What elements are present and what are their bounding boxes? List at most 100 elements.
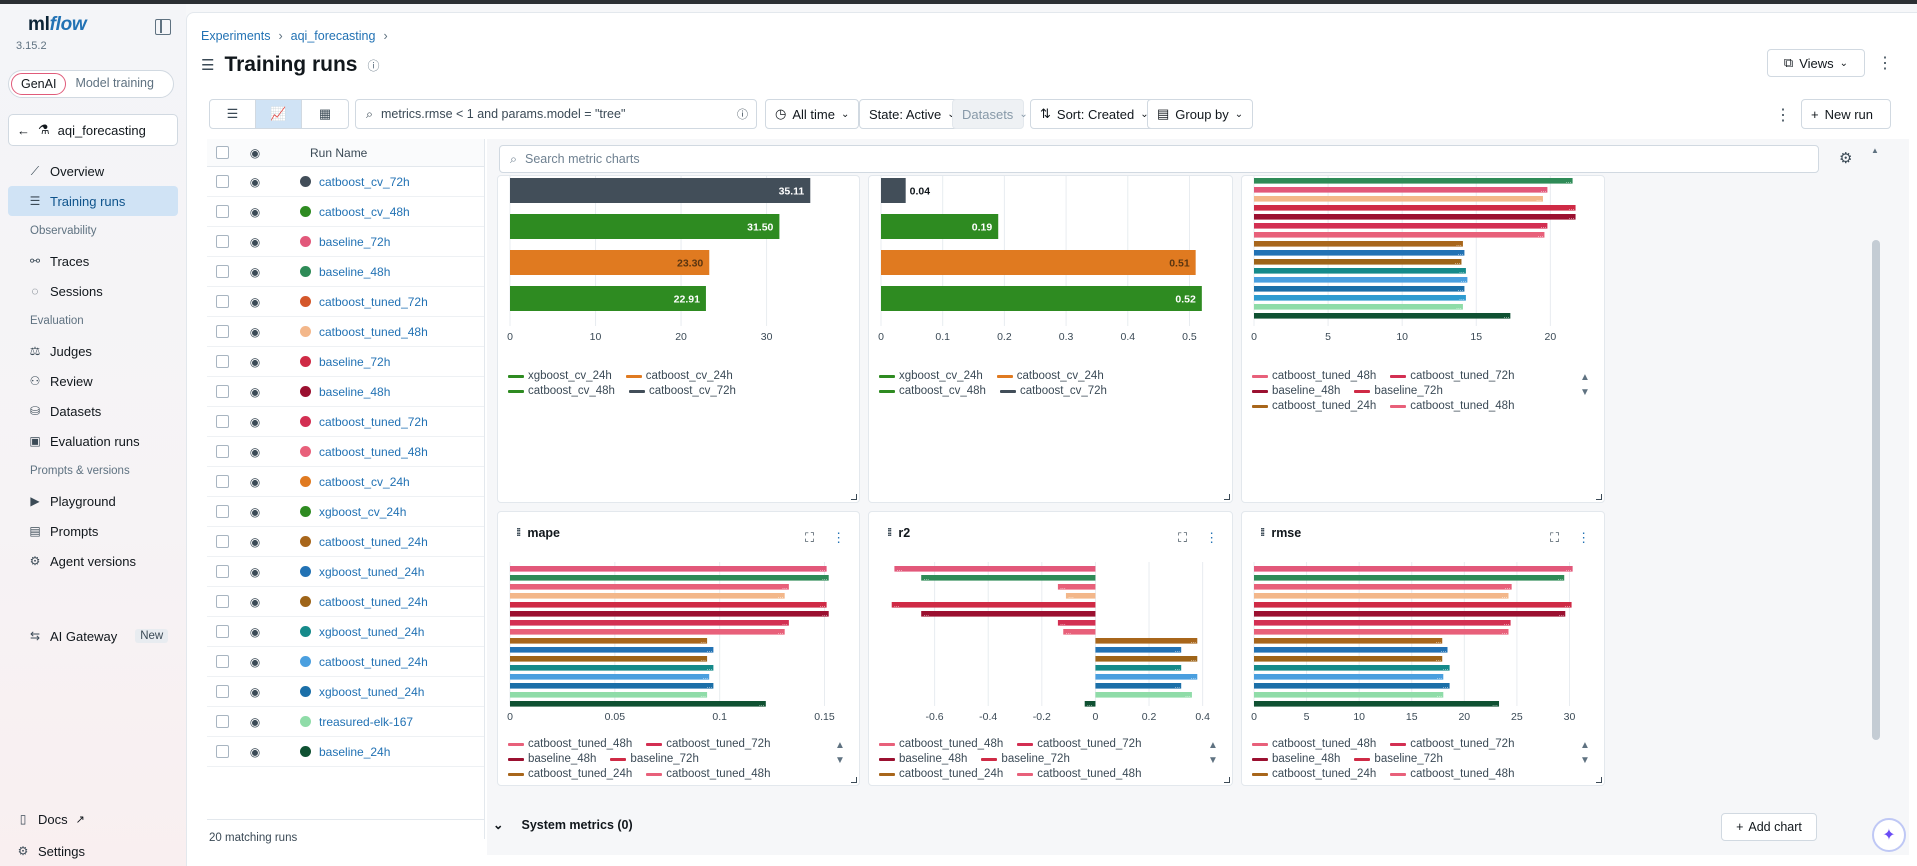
legend-item[interactable]: baseline_48h: [879, 753, 967, 765]
run-name-link[interactable]: catboost_cv_24h: [319, 474, 410, 489]
table-view-button[interactable]: ☰: [210, 100, 256, 128]
bar[interactable]: [1254, 575, 1565, 581]
drag-handle-icon[interactable]: ⁞⁞: [887, 527, 893, 539]
table-row[interactable]: ◉ xgboost_tuned_24h: [207, 557, 484, 587]
info-icon[interactable]: ⓘ: [737, 109, 748, 121]
bar[interactable]: [1254, 593, 1509, 599]
system-metrics-section[interactable]: ⌄ System metrics (0): [493, 817, 633, 833]
run-name-column-header[interactable]: Run Name: [310, 145, 368, 160]
eye-icon[interactable]: ◉: [249, 354, 261, 369]
bar[interactable]: [1254, 295, 1466, 301]
table-row[interactable]: ◉ baseline_24h: [207, 737, 484, 767]
eye-icon[interactable]: ◉: [249, 504, 261, 519]
bar[interactable]: [1095, 656, 1198, 662]
bar[interactable]: [1254, 259, 1462, 265]
bar[interactable]: [1084, 701, 1096, 707]
bar[interactable]: [510, 584, 789, 590]
bar[interactable]: [510, 674, 710, 680]
chart-kebab-menu-icon[interactable]: ⋮: [832, 530, 846, 545]
row-checkbox[interactable]: [216, 175, 229, 188]
bar[interactable]: [1254, 196, 1543, 202]
eye-icon[interactable]: ◉: [249, 474, 261, 489]
artifact-view-button[interactable]: ▦: [318, 106, 332, 121]
row-checkbox[interactable]: [216, 325, 229, 338]
run-name-link[interactable]: xgboost_cv_24h: [319, 504, 407, 519]
run-color-dot[interactable]: [300, 716, 311, 727]
bar[interactable]: [1065, 593, 1096, 599]
breadcrumb-experiments-link[interactable]: Experiments: [201, 29, 271, 43]
bar[interactable]: [1254, 241, 1463, 247]
run-color-dot[interactable]: [300, 536, 311, 547]
run-color-dot[interactable]: [300, 746, 311, 757]
resize-handle-icon[interactable]: [1596, 494, 1602, 500]
chevron-down-icon[interactable]: ⌄: [493, 818, 504, 832]
eye-icon[interactable]: ◉: [249, 414, 261, 429]
row-checkbox[interactable]: [216, 295, 229, 308]
table-row[interactable]: ◉ catboost_tuned_72h: [207, 407, 484, 437]
bar[interactable]: [881, 286, 1202, 311]
bar[interactable]: [510, 178, 811, 203]
eye-icon[interactable]: ◉: [249, 744, 261, 759]
run-color-dot[interactable]: [300, 206, 311, 217]
bar[interactable]: [510, 602, 827, 608]
legend-item[interactable]: catboost_tuned_24h: [1252, 768, 1376, 780]
bar[interactable]: [1254, 223, 1548, 229]
run-color-dot[interactable]: [300, 596, 311, 607]
bar[interactable]: [1254, 701, 1500, 707]
legend-item[interactable]: baseline_72h: [610, 753, 699, 765]
new-run-button[interactable]: + New run: [1801, 99, 1891, 129]
legend-item[interactable]: catboost_tuned_48h: [879, 738, 1003, 750]
sidebar-collapse-icon[interactable]: [155, 19, 171, 35]
row-checkbox[interactable]: [216, 535, 229, 548]
group-by-dropdown[interactable]: ▤ Group by ⌄: [1147, 99, 1254, 129]
legend-item[interactable]: catboost_tuned_48h: [646, 768, 770, 780]
legend-item[interactable]: catboost_tuned_24h: [1252, 400, 1376, 412]
run-color-dot[interactable]: [300, 356, 311, 367]
list-icon[interactable]: ☰: [201, 57, 215, 74]
legend-item[interactable]: catboost_tuned_24h: [879, 768, 1003, 780]
run-color-dot[interactable]: [300, 266, 311, 277]
bar[interactable]: [1254, 692, 1444, 698]
row-checkbox[interactable]: [216, 355, 229, 368]
bar[interactable]: [510, 250, 710, 275]
legend-down-icon[interactable]: ▼: [1208, 755, 1218, 766]
chart-kebab-menu-icon[interactable]: ⋮: [1577, 530, 1591, 545]
eye-icon[interactable]: ◉: [249, 624, 261, 639]
run-color-dot[interactable]: [300, 296, 311, 307]
run-color-dot[interactable]: [300, 476, 311, 487]
legend-up-icon[interactable]: ▲: [1580, 740, 1590, 751]
run-color-dot[interactable]: [300, 176, 311, 187]
bar[interactable]: [1254, 629, 1509, 635]
eye-icon[interactable]: ◉: [249, 234, 261, 249]
scroll-up-icon[interactable]: ▲: [1871, 146, 1879, 155]
eye-icon[interactable]: ◉: [249, 684, 261, 699]
table-row[interactable]: ◉ xgboost_tuned_24h: [207, 617, 484, 647]
bar[interactable]: [1254, 620, 1511, 626]
run-name-link[interactable]: baseline_72h: [319, 234, 391, 249]
bar[interactable]: [1063, 629, 1096, 635]
sidebar-item-judges[interactable]: ⚖ Judges: [8, 336, 178, 366]
bar[interactable]: [510, 656, 708, 662]
run-name-link[interactable]: xgboost_tuned_24h: [319, 564, 425, 579]
bar[interactable]: [1254, 656, 1443, 662]
bar[interactable]: [1254, 584, 1512, 590]
views-dropdown[interactable]: ⧉ Views ⌄: [1767, 49, 1865, 77]
sidebar-item-prompts[interactable]: ▤ Prompts: [8, 516, 178, 546]
sidebar-item-datasets[interactable]: ⛁ Datasets: [8, 396, 178, 426]
sidebar-item-overview[interactable]: ⟋ Overview: [8, 156, 178, 186]
bar[interactable]: [510, 647, 714, 653]
chart-view-button[interactable]: 📈: [256, 100, 302, 128]
bar[interactable]: [1254, 205, 1576, 211]
sidebar-item-review[interactable]: ⚇ Review: [8, 366, 178, 396]
run-color-dot[interactable]: [300, 506, 311, 517]
sidebar-item-playground[interactable]: ▶ Playground: [8, 486, 178, 516]
charts-scrollbar[interactable]: ▲: [1868, 146, 1882, 836]
run-name-link[interactable]: catboost_tuned_48h: [319, 444, 428, 459]
eye-icon[interactable]: ◉: [249, 384, 261, 399]
resize-handle-icon[interactable]: [851, 777, 857, 783]
eye-icon[interactable]: ◉: [249, 294, 261, 309]
bar[interactable]: [510, 692, 708, 698]
sidebar-item-sessions[interactable]: ◌ Sessions: [8, 276, 178, 306]
run-name-link[interactable]: baseline_24h: [319, 744, 391, 759]
bar[interactable]: [1254, 268, 1466, 274]
